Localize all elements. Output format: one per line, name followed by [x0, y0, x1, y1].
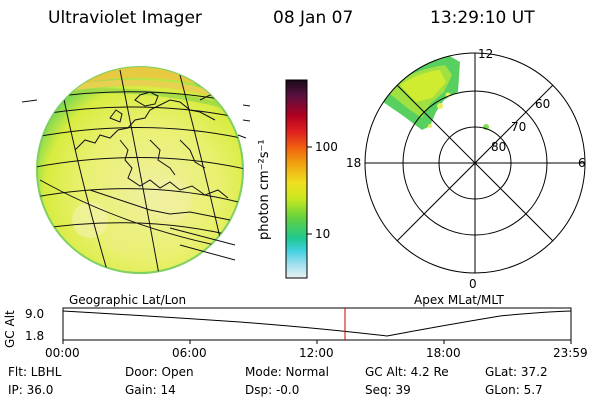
info-glon: GLon: 5.7 [485, 383, 543, 397]
instrument-title: Ultraviolet Imager [48, 8, 202, 28]
info-mode: Mode: Normal [245, 365, 329, 379]
info-ip: IP: 36.0 [8, 383, 54, 397]
mlat-label-60: 60 [535, 97, 551, 111]
timeline-ytick-top: 9.0 [25, 307, 45, 321]
timeline-left-title: Geographic Lat/Lon [69, 293, 187, 307]
mlt-label-12: 12 [478, 47, 494, 61]
timeline-panel [62, 307, 572, 344]
timeline-xtick-1200: 12:00 [299, 346, 334, 360]
polar-plot [364, 52, 586, 274]
mlt-label-0: 0 [469, 277, 477, 291]
colorbar-tick-100: 100 [315, 140, 338, 154]
observation-date: 08 Jan 07 [273, 8, 354, 28]
color-bar [285, 79, 312, 279]
earth-image [21, 66, 251, 274]
timeline-ytick-bottom: 1.8 [25, 329, 45, 343]
info-gain: Gain: 14 [125, 383, 176, 397]
mlt-label-18: 18 [346, 156, 362, 170]
altitude-curve [62, 310, 572, 337]
timeline-xtick-1800: 18:00 [426, 346, 461, 360]
info-seq: Seq: 39 [365, 383, 411, 397]
info-dsp: Dsp: -0.0 [245, 383, 300, 397]
colorbar-unit-label: photon cm⁻²s⁻¹ [257, 139, 272, 240]
timeline-right-title: Apex MLat/MLT [414, 293, 504, 307]
timeline-xtick-2359: 23:59 [553, 346, 588, 360]
colorbar-tick-10: 10 [315, 227, 331, 241]
observation-time: 13:29:10 UT [430, 8, 535, 28]
mlt-label-6: 6 [578, 156, 586, 170]
info-filter: Flt: LBHL [8, 365, 62, 379]
info-glat: GLat: 37.2 [485, 365, 548, 379]
mlat-label-80: 80 [491, 140, 507, 154]
info-door: Door: Open [125, 365, 194, 379]
mlat-label-70: 70 [511, 120, 527, 134]
timeline-xtick-0000: 00:00 [45, 346, 80, 360]
info-gc-alt: GC Alt: 4.2 Re [365, 365, 449, 379]
timeline-y-label: GC Alt [3, 310, 17, 348]
timeline-xtick-0600: 06:00 [172, 346, 207, 360]
